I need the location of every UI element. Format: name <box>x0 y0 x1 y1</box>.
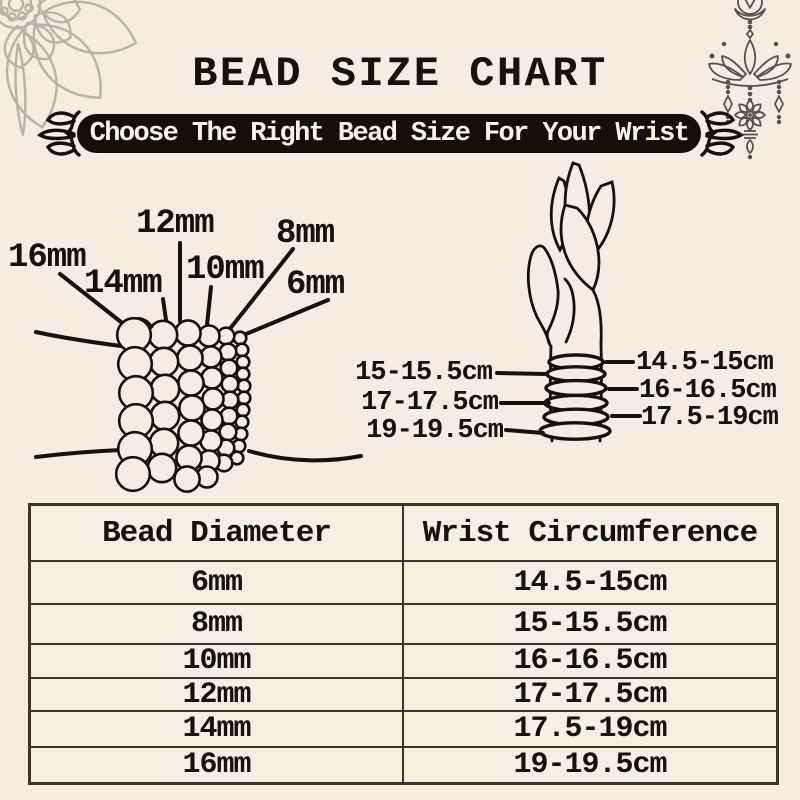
hand-illustration <box>495 161 642 443</box>
wrist-leader-lines <box>495 360 642 435</box>
cell-diameter: 6mm <box>31 562 404 603</box>
banner-left-flourish <box>37 110 81 157</box>
banner-pill: Choose The Right Bead Size For Your Wris… <box>77 114 701 153</box>
arm-lines <box>34 330 363 463</box>
cell-circumference: 17-17.5cm <box>513 677 667 712</box>
table-row: 14mm 17.5-19cm <box>31 710 776 746</box>
cell-diameter: 10mm <box>31 644 404 678</box>
bead-column-14mm <box>146 319 181 484</box>
banner-text: Choose The Right Bead Size For Your Wris… <box>89 118 690 149</box>
cell-diameter: 8mm <box>31 605 404 643</box>
page-title: BEAD SIZE CHART <box>192 50 608 98</box>
bead-column-16mm <box>114 316 155 493</box>
wrist-label-19-195: 19-19.5cm <box>366 416 504 446</box>
bead-label-10mm: 10mm <box>186 251 265 289</box>
bead-label-12mm: 12mm <box>136 205 215 243</box>
bead-label-16mm: 16mm <box>8 239 87 277</box>
bead-column-12mm <box>173 319 206 493</box>
inner-palm-line <box>563 277 576 344</box>
cell-circumference: 16-16.5cm <box>513 644 667 678</box>
cell-diameter: 14mm <box>31 712 404 746</box>
table-row: 8mm 15-15.5cm <box>31 603 776 643</box>
wrist-left-line <box>548 344 554 443</box>
bead-column-8mm <box>214 326 240 473</box>
thumb <box>526 244 560 347</box>
wrist-right-line <box>598 342 603 443</box>
wrist-label-175-19: 17.5-19cm <box>641 403 779 433</box>
wrist-label-17-175: 17-17.5cm <box>361 388 499 418</box>
wrist-label-145-15: 14.5-15cm <box>636 348 774 378</box>
bead-column-6mm <box>229 330 252 466</box>
cell-diameter: 12mm <box>31 678 404 712</box>
finger-petals <box>549 161 616 293</box>
table-header-row: Bead Diameter Wrist Circumference <box>31 506 776 560</box>
cell-diameter: 16mm <box>31 748 404 782</box>
size-table: Bead Diameter Wrist Circumference 6mm 14… <box>28 503 779 785</box>
banner-right-flourish <box>700 110 744 157</box>
wrist-label-15-155: 15-15.5cm <box>355 358 493 388</box>
palm-right-edge <box>591 288 603 346</box>
cell-circumference: 14.5-15cm <box>513 565 667 600</box>
cell-circumference: 17.5-19cm <box>513 712 667 746</box>
bead-label-6mm: 6mm <box>286 266 345 304</box>
bead-label-8mm: 8mm <box>276 215 335 253</box>
table-row: 6mm 14.5-15cm <box>31 560 776 603</box>
bead-column-10mm <box>195 324 225 489</box>
table-row: 16mm 19-19.5cm <box>31 746 776 782</box>
table-header-wrist-circumference: Wrist Circumference <box>422 515 758 551</box>
cell-circumference: 19-19.5cm <box>513 748 667 782</box>
bead-columns <box>114 316 252 493</box>
cell-circumference: 15-15.5cm <box>513 607 667 641</box>
wrist-label-16-165: 16-16.5cm <box>639 376 777 406</box>
bead-label-14mm: 14mm <box>84 265 163 303</box>
bracelet-stack <box>538 353 612 441</box>
table-header-bead-diameter: Bead Diameter <box>31 506 404 560</box>
table-row: 10mm 16-16.5cm <box>31 643 776 678</box>
table-row: 12mm 17-17.5cm <box>31 677 776 712</box>
